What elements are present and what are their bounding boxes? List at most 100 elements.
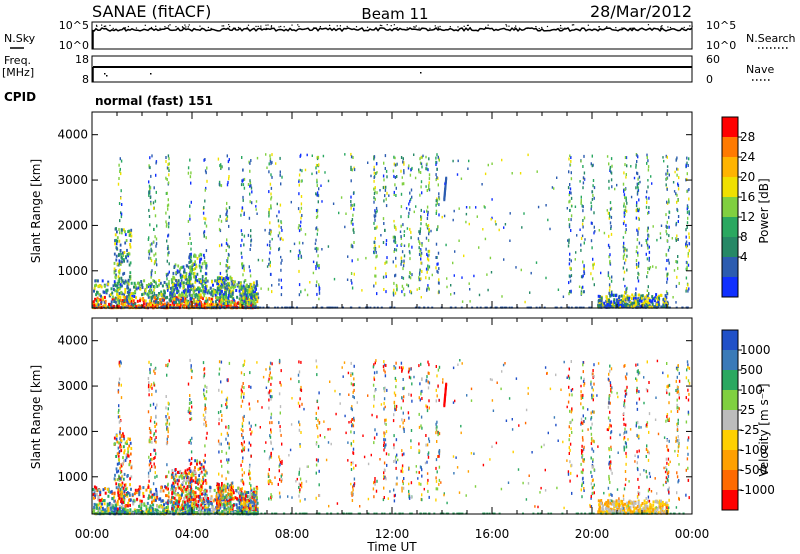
echo-point bbox=[211, 290, 214, 293]
echo-point bbox=[350, 200, 352, 203]
echo-point bbox=[641, 294, 644, 298]
echo-point bbox=[179, 495, 182, 499]
echo-point bbox=[195, 495, 198, 499]
echo-point bbox=[657, 298, 659, 302]
echo-point bbox=[200, 488, 203, 492]
echo-point bbox=[614, 294, 617, 298]
echo-point bbox=[131, 493, 134, 497]
echo-point bbox=[579, 180, 581, 183]
echo-point bbox=[209, 303, 211, 307]
echo-point bbox=[484, 206, 486, 209]
echo-point bbox=[147, 293, 150, 297]
echo-point bbox=[211, 300, 214, 304]
echo-point bbox=[271, 237, 273, 241]
echo-point bbox=[211, 506, 214, 510]
echo-point bbox=[392, 260, 394, 264]
echo-point bbox=[187, 475, 189, 479]
echo-point bbox=[327, 245, 330, 248]
echo-point bbox=[647, 297, 650, 300]
echo-point bbox=[226, 154, 228, 158]
echo-point bbox=[127, 454, 129, 458]
echo-point bbox=[124, 279, 127, 283]
echo-point bbox=[235, 289, 238, 292]
echo-point bbox=[686, 172, 688, 176]
echo-point bbox=[129, 293, 131, 297]
noise-search-point bbox=[355, 26, 358, 28]
echo-point bbox=[189, 477, 191, 480]
echo-point bbox=[178, 302, 181, 306]
echo-point bbox=[126, 286, 129, 290]
echo-point bbox=[570, 274, 573, 278]
echo-point bbox=[316, 191, 319, 195]
echo-point bbox=[240, 244, 242, 248]
echo-point bbox=[675, 239, 677, 242]
noise-search-point bbox=[260, 27, 262, 29]
echo-point bbox=[421, 191, 423, 195]
echo-point bbox=[353, 272, 355, 276]
echo-point bbox=[636, 160, 638, 163]
echo-point bbox=[428, 232, 430, 236]
echo-point bbox=[598, 229, 600, 232]
echo-point bbox=[420, 296, 422, 299]
echo-point bbox=[266, 243, 269, 247]
echo-point bbox=[125, 504, 127, 508]
noise-search-point bbox=[257, 25, 259, 28]
echo-point bbox=[222, 277, 225, 281]
echo-point bbox=[188, 293, 191, 297]
echo-point bbox=[318, 288, 321, 292]
echo-point bbox=[403, 293, 406, 296]
echo-point bbox=[351, 259, 353, 263]
echo-point bbox=[609, 261, 611, 265]
echo-point bbox=[646, 257, 649, 261]
echo-point bbox=[184, 502, 187, 506]
echo-point bbox=[122, 498, 125, 501]
echo-point bbox=[597, 304, 600, 308]
echo-point bbox=[312, 260, 315, 264]
echo-point bbox=[154, 285, 156, 289]
echo-point bbox=[408, 244, 410, 248]
echo-point bbox=[118, 202, 121, 205]
echo-point bbox=[194, 476, 197, 480]
echo-point bbox=[159, 298, 162, 302]
echo-point bbox=[154, 199, 157, 203]
echo-point bbox=[666, 187, 668, 191]
echo-point bbox=[175, 499, 178, 503]
echo-point bbox=[115, 486, 118, 490]
echo-point bbox=[608, 162, 610, 166]
echo-point bbox=[122, 295, 125, 299]
echo-point bbox=[170, 500, 173, 504]
echo-point bbox=[225, 276, 228, 279]
echo-point bbox=[375, 226, 377, 230]
echo-point bbox=[255, 287, 257, 291]
echo-point bbox=[418, 287, 421, 290]
echo-point bbox=[187, 479, 189, 483]
echo-point bbox=[666, 169, 669, 173]
echo-point bbox=[150, 290, 153, 294]
echo-point bbox=[271, 160, 273, 164]
echo-point bbox=[171, 469, 174, 472]
echo-point bbox=[304, 168, 307, 172]
echo-point bbox=[243, 264, 245, 268]
echo-point bbox=[220, 219, 223, 223]
colorbar-segment bbox=[722, 237, 738, 258]
echo-point bbox=[171, 301, 174, 305]
echo-point bbox=[177, 281, 180, 285]
echo-point bbox=[687, 289, 689, 293]
echo-point bbox=[309, 281, 311, 284]
echo-point bbox=[592, 163, 594, 167]
echo-point bbox=[107, 282, 110, 286]
echo-point bbox=[386, 260, 388, 264]
echo-point bbox=[216, 276, 219, 280]
echo-point bbox=[168, 173, 170, 177]
echo-point bbox=[181, 489, 183, 493]
noise-search-point bbox=[434, 25, 436, 27]
echo-point bbox=[635, 292, 637, 295]
echo-point bbox=[100, 285, 103, 289]
echo-point bbox=[113, 495, 116, 499]
echo-point bbox=[298, 269, 300, 273]
echo-point bbox=[353, 231, 355, 234]
echo-point bbox=[118, 228, 120, 231]
echo-point bbox=[117, 499, 119, 503]
noise-search-point bbox=[124, 27, 127, 29]
